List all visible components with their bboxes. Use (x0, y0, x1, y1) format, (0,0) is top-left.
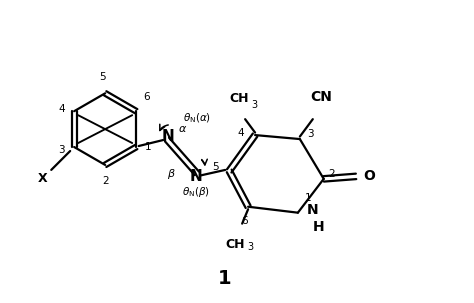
Text: $\theta_{\rm N}(\alpha)$: $\theta_{\rm N}(\alpha)$ (183, 112, 211, 125)
Text: $\alpha$: $\alpha$ (178, 124, 187, 134)
Text: 1: 1 (218, 269, 231, 288)
Text: 1: 1 (305, 193, 311, 203)
Text: 5: 5 (100, 72, 106, 82)
Text: CN: CN (310, 90, 332, 104)
Text: 6: 6 (241, 216, 247, 226)
Text: X: X (38, 172, 47, 185)
Text: N: N (190, 169, 202, 184)
Text: 2: 2 (102, 176, 109, 186)
Text: 3: 3 (247, 242, 253, 252)
Text: 4: 4 (237, 128, 244, 138)
Text: $\beta$: $\beta$ (167, 167, 176, 181)
Text: 2: 2 (328, 169, 335, 179)
Text: $\theta_{\rm N}(\beta)$: $\theta_{\rm N}(\beta)$ (182, 185, 210, 199)
Text: 6: 6 (144, 92, 150, 102)
Text: 4: 4 (59, 104, 65, 114)
Text: O: O (363, 169, 375, 183)
Text: N: N (161, 129, 174, 144)
Text: 3: 3 (251, 100, 257, 110)
Text: 5: 5 (213, 162, 219, 172)
Text: CH: CH (229, 92, 248, 105)
Text: CH: CH (225, 238, 245, 251)
Text: 1: 1 (145, 142, 152, 152)
Text: H: H (313, 220, 325, 234)
Text: 3: 3 (59, 145, 65, 155)
Text: 3: 3 (307, 129, 313, 139)
Text: N: N (307, 203, 319, 217)
